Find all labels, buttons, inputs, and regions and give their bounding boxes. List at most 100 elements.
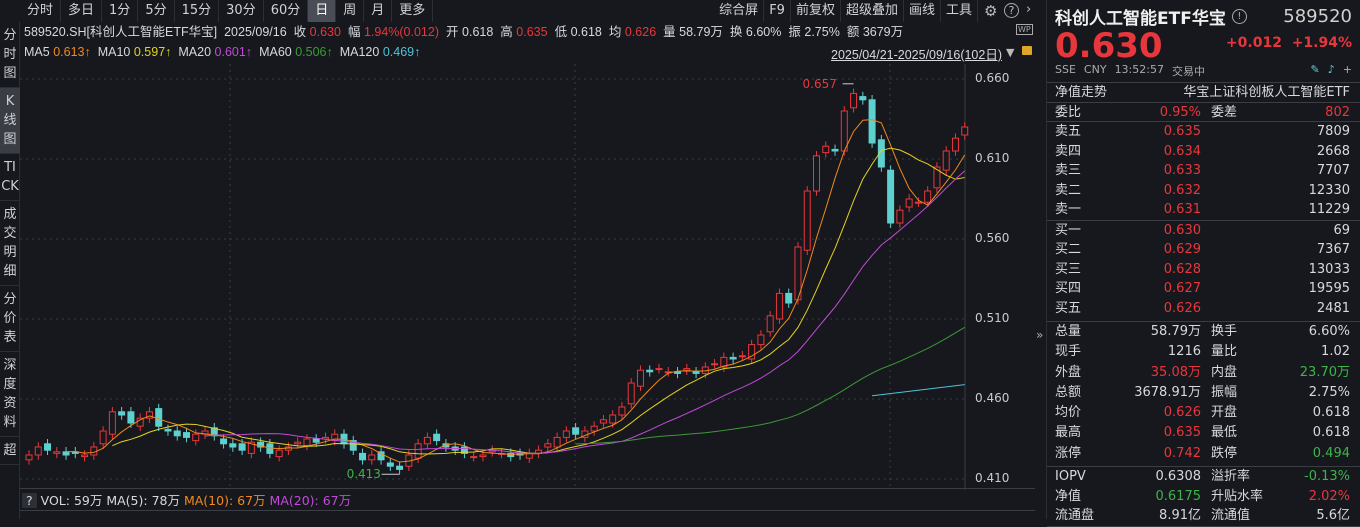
sidebar-tab[interactable]: 成交明细 — [0, 201, 20, 286]
kline-chart[interactable]: 0.657 0.413 — [20, 64, 1035, 490]
y-tick-label: 0.410 — [975, 471, 1010, 485]
percent-change: +1.94% — [1291, 35, 1352, 51]
book-row: 卖二 0.632 12330 — [1047, 181, 1360, 201]
level-price: 0.633 — [1163, 163, 1201, 178]
high-label: 高 — [500, 25, 513, 39]
plus-icon[interactable]: + — [1342, 63, 1352, 76]
tool-button[interactable]: 画线 — [904, 0, 941, 22]
wp-icon[interactable]: WP — [1016, 24, 1033, 35]
chevron-right-icon[interactable]: › — [1026, 2, 1032, 17]
stat-value: 23.70万 — [1299, 364, 1350, 380]
y-tick-label: 0.660 — [975, 71, 1010, 85]
candle-down — [877, 139, 885, 168]
candle-up — [822, 145, 830, 154]
candle-up — [247, 441, 255, 454]
tool-button[interactable]: 超级叠加 — [841, 0, 904, 22]
symbol: 589520.SH[科创人工智能ETF华宝] — [24, 25, 218, 39]
ma5-line — [66, 119, 966, 463]
stat-row: 均价 0.626 开盘 0.618 — [1047, 403, 1360, 423]
candle-up — [757, 334, 765, 346]
close-label: 收 — [293, 25, 307, 39]
candle-up — [896, 209, 904, 224]
pencil-icon[interactable]: ✎ — [1310, 63, 1320, 76]
candle-up — [414, 443, 422, 459]
candle-down — [229, 443, 237, 448]
high-value: 0.635 — [516, 25, 548, 39]
quote-info-line: 589520.SH[科创人工智能ETF华宝] 2025/09/16 收 0.630 幅… — [24, 22, 1009, 62]
volume-help-button[interactable]: ? — [22, 493, 37, 508]
sidebar-tab[interactable]: 深度资料 — [0, 352, 20, 437]
candle-up — [479, 454, 487, 458]
period-tab[interactable]: 60分 — [264, 0, 309, 22]
level-volume: 13033 — [1308, 261, 1350, 277]
trading-status: 交易中 — [1171, 65, 1205, 78]
tool-button[interactable]: 前复权 — [791, 0, 841, 22]
period-tab[interactable]: 月 — [364, 0, 393, 22]
candle-down — [859, 96, 867, 101]
ma60-line — [575, 326, 965, 445]
info-icon[interactable]: ! — [1231, 9, 1247, 24]
amount-value: 3679万 — [862, 25, 904, 39]
candle-up — [99, 430, 107, 445]
period-tab[interactable]: 更多 — [392, 0, 434, 22]
security-code: 589520 — [1283, 6, 1352, 27]
amount-label: 额 — [846, 25, 860, 39]
expand-icon[interactable]: » — [1036, 328, 1044, 342]
open-value: 0.618 — [462, 25, 494, 39]
sidebar-tab[interactable]: 超 — [0, 437, 20, 465]
candle-up — [108, 411, 116, 435]
period-tab[interactable]: 15分 — [175, 0, 220, 22]
lock-icon[interactable] — [1022, 46, 1032, 55]
tool-button[interactable]: 综合屏 — [714, 0, 765, 22]
date-range-link[interactable]: 2025/04/21-2025/09/16(102日) — [831, 48, 1002, 62]
tools-toolbar: 综合屏 F9 前复权 超级叠加 画线 工具 — [714, 0, 978, 22]
sidebar-tab[interactable]: K线图 — [0, 88, 20, 154]
book-row: 买四 0.627 19595 — [1047, 279, 1360, 299]
candle-up — [423, 436, 431, 445]
book-row: 卖三 0.633 7707 — [1047, 161, 1360, 181]
order-diff-value: 802 — [1325, 104, 1350, 120]
ma10-value: 0.597↑ — [133, 45, 172, 59]
level-price: 0.635 — [1163, 124, 1201, 139]
sidebar-tab[interactable]: TICK — [0, 154, 20, 201]
sidebar-tab[interactable]: 分价表 — [0, 286, 20, 352]
stat-row: 涨停 0.742 跌停 0.494 — [1047, 444, 1360, 464]
sidebar-tab[interactable]: 分时图 — [0, 22, 20, 88]
candle-down — [238, 443, 246, 451]
change-value: 1.94%(0.012) — [363, 25, 440, 39]
candle-up — [914, 201, 922, 204]
order-ratio-value: 0.95% — [1159, 104, 1201, 120]
level-label: 买三 — [1055, 261, 1082, 277]
bell-icon[interactable]: ♪ — [1327, 63, 1335, 76]
level-volume: 11229 — [1308, 202, 1350, 217]
ma60-label: MA60 — [259, 45, 292, 59]
level-volume: 7809 — [1316, 124, 1350, 139]
gear-icon[interactable]: ⚙ — [984, 2, 998, 20]
stat-value: 35.08万 — [1150, 364, 1201, 380]
period-tab[interactable]: 5分 — [138, 0, 175, 22]
level-label: 买五 — [1055, 300, 1082, 316]
candle-down — [887, 169, 895, 224]
period-tab[interactable]: 1分 — [102, 0, 139, 22]
candle-up — [553, 436, 561, 448]
triangle-down-icon[interactable]: ▼ — [1006, 46, 1015, 59]
period-tab[interactable]: 日 — [308, 0, 337, 22]
ma120-line — [872, 384, 965, 397]
period-tab[interactable]: 30分 — [219, 0, 264, 22]
tool-button[interactable]: F9 — [764, 0, 791, 22]
etf-full-name: 华宝上证科创板人工智能ETF — [1183, 85, 1350, 100]
tool-button[interactable]: 工具 — [941, 0, 978, 22]
period-tab[interactable]: 分时 — [20, 0, 62, 22]
help-icon[interactable]: ? — [1004, 3, 1019, 18]
level-volume: 2668 — [1316, 143, 1350, 159]
candle-up — [368, 454, 376, 461]
candle-down — [646, 369, 654, 373]
stat-label: 量比 — [1211, 344, 1238, 360]
change-label: 幅 — [347, 25, 361, 39]
candle-down — [183, 432, 190, 438]
period-tab[interactable]: 周 — [336, 0, 365, 22]
period-tab[interactable]: 多日 — [61, 0, 103, 22]
book-row: 卖一 0.631 11229 — [1047, 200, 1360, 220]
nav-trend-link[interactable]: 净值走势 — [1055, 85, 1108, 100]
candle-up — [53, 451, 61, 454]
